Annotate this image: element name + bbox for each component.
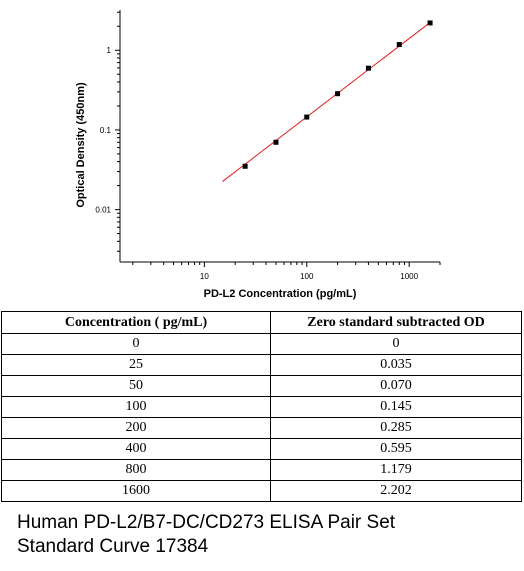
x-tick-label: 10	[200, 272, 209, 281]
data-points	[242, 20, 433, 169]
cell-od: 2.202	[270, 480, 522, 502]
cell-concentration: 50	[1, 375, 271, 397]
data-point	[427, 20, 433, 26]
data-point	[304, 114, 310, 120]
y-tick-label: 0.1	[100, 126, 112, 135]
y-axis-label: Optical Density (450nm)	[75, 82, 87, 208]
cell-od: 0.285	[270, 417, 522, 439]
x-axis-label: PD-L2 Concentration (pg/mL)	[204, 288, 357, 300]
data-point	[335, 91, 341, 97]
fit-line-group	[222, 21, 432, 182]
cell-od: 0.070	[270, 375, 522, 397]
cell-concentration: 400	[1, 438, 271, 460]
axes: 10 100 1000 0.01 0.1 1	[95, 10, 441, 281]
table-row: 800 1.179	[1, 459, 522, 481]
cell-od: 0.145	[270, 396, 522, 418]
standard-curve-chart: 10 100 1000 0.01 0.1 1 Optical Density (450nm…	[75, 10, 441, 300]
cell-od: 1.179	[270, 459, 522, 481]
cell-concentration: 200	[1, 417, 271, 439]
cell-concentration: 0	[1, 333, 271, 355]
cell-od: 0	[270, 333, 522, 355]
standard-data-table: Concentration ( pg/mL) Zero standard sub…	[1, 311, 522, 502]
cell-concentration: 25	[1, 354, 271, 376]
cell-od: 0.035	[270, 354, 522, 376]
figure-caption: Human PD-L2/B7-DC/CD273 ELISA Pair Set S…	[17, 511, 395, 559]
cell-concentration: 100	[1, 396, 271, 418]
header-concentration: Concentration ( pg/mL)	[1, 311, 271, 334]
x-tick-label: 1000	[400, 272, 418, 281]
table-header-row: Concentration ( pg/mL) Zero standard sub…	[1, 311, 522, 334]
data-point	[365, 65, 371, 71]
fit-line	[222, 21, 432, 182]
table-row: 25 0.035	[1, 354, 522, 376]
table-row: 200 0.285	[1, 417, 522, 439]
caption-line-2: Standard Curve 17384	[17, 536, 209, 557]
table-row: 400 0.595	[1, 438, 522, 460]
cell-od: 0.595	[270, 438, 522, 460]
y-tick-label: 0.01	[95, 206, 111, 215]
data-point	[242, 163, 248, 169]
caption-line-1: Human PD-L2/B7-DC/CD273 ELISA Pair Set	[17, 512, 396, 533]
y-tick-label: 1	[107, 46, 112, 55]
table-row: 100 0.145	[1, 396, 522, 418]
header-od: Zero standard subtracted OD	[270, 311, 522, 334]
table-row: 1600 2.202	[1, 480, 522, 502]
data-point	[273, 139, 279, 145]
table-row: 50 0.070	[1, 375, 522, 397]
data-point	[396, 42, 402, 48]
cell-concentration: 800	[1, 459, 271, 481]
cell-concentration: 1600	[1, 480, 271, 502]
x-tick-label: 100	[300, 272, 314, 281]
